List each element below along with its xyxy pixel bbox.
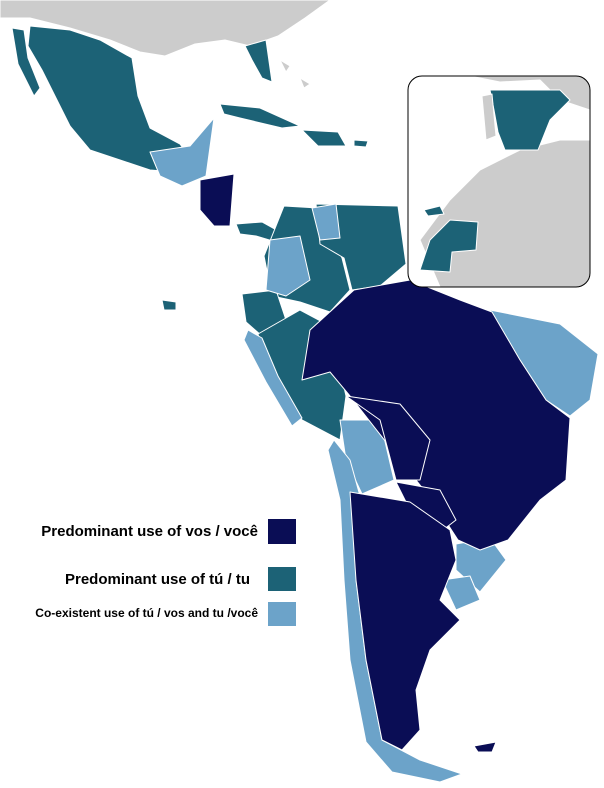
peru-coast [243, 329, 303, 427]
cuba [219, 103, 301, 129]
puerto-rico [353, 139, 369, 148]
argentina [349, 491, 461, 751]
uruguay [441, 575, 481, 611]
legend-swatch [268, 519, 296, 544]
legend: Predominant use of vos / você Predominan… [35, 519, 296, 626]
inset [407, 75, 591, 288]
bahamas [279, 59, 311, 89]
baja-california [11, 27, 41, 97]
brazil [301, 279, 571, 551]
hispaniola [301, 129, 347, 147]
legend-swatch [268, 602, 296, 626]
legend-label: Predominant use of tú / tu [65, 571, 250, 588]
western-sahara [419, 219, 479, 273]
legend-swatch [268, 567, 296, 591]
inset-border [407, 75, 591, 288]
spain [489, 89, 571, 151]
venezuela-west [311, 203, 341, 241]
galapagos [161, 299, 177, 311]
portugal [481, 93, 497, 141]
bolivia [345, 395, 431, 481]
north-america [0, 0, 331, 57]
colombia-west [265, 235, 311, 297]
canary-islands [423, 205, 445, 217]
central-america-north [149, 117, 215, 187]
legend-label: Co-existent use of tú / vos and tu /você [35, 606, 258, 620]
nicaragua [199, 173, 235, 227]
falklands [473, 741, 497, 753]
florida [244, 39, 273, 83]
legend-label: Predominant use of vos / você [41, 523, 258, 540]
